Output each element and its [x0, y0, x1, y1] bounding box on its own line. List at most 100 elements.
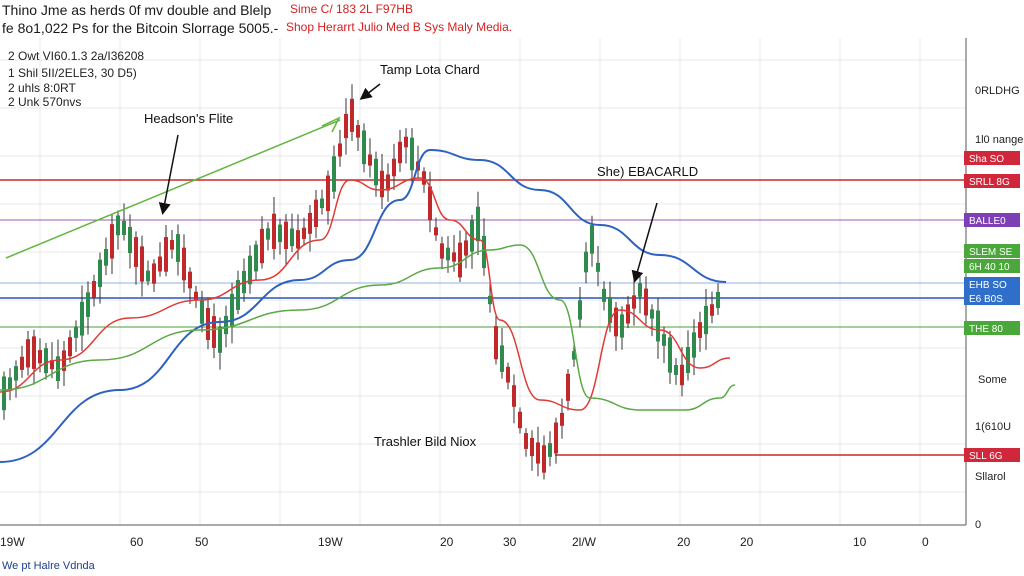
- candle-body: [254, 244, 258, 272]
- candle-body: [134, 237, 138, 267]
- candle-body: [482, 235, 486, 269]
- candle-body: [488, 295, 492, 305]
- price-tag-label: EHB SO: [969, 280, 1007, 291]
- price-tag: [964, 291, 1020, 305]
- candle-body: [380, 170, 384, 198]
- arrow-to-peak: [359, 83, 381, 100]
- x-tick-label: 10: [853, 535, 867, 549]
- candle-body: [398, 141, 402, 164]
- candle-body: [716, 291, 720, 309]
- candle-body: [410, 137, 414, 171]
- candle-body: [182, 247, 186, 281]
- right-label-4: 1(610U: [975, 421, 1011, 433]
- candle-body: [686, 346, 690, 374]
- candle-body: [176, 234, 180, 262]
- candle-body: [674, 365, 678, 375]
- x-axis-ticks: 19W 60 50 19W 20 30 2l/W 20 20 10 0: [0, 535, 929, 549]
- candle-body: [170, 239, 174, 250]
- candle-body: [386, 174, 390, 191]
- candle-body: [470, 220, 474, 252]
- candle-body: [8, 377, 12, 390]
- candle-body: [284, 221, 288, 249]
- trendline-green: [5, 119, 341, 259]
- candle-body: [608, 297, 612, 323]
- candle-body: [500, 345, 504, 372]
- candle-body: [278, 224, 282, 243]
- candle-body: [146, 270, 150, 282]
- candle-body: [290, 228, 294, 247]
- candle-body: [302, 227, 306, 239]
- candle-body: [620, 314, 624, 338]
- candle-body: [98, 259, 102, 287]
- candle-body: [626, 304, 630, 324]
- candle-body: [104, 248, 108, 266]
- candle-body: [362, 130, 366, 165]
- candle-body: [692, 332, 696, 358]
- candle-body: [2, 376, 6, 411]
- candle-body: [440, 243, 444, 259]
- candle-body: [68, 337, 72, 357]
- x-tick-label: 0: [922, 535, 929, 549]
- candle-body: [596, 262, 600, 272]
- candle-body: [110, 224, 114, 259]
- candle-body: [590, 225, 594, 254]
- candle-body: [662, 334, 666, 346]
- candle-body: [260, 228, 264, 264]
- x-tick-label: 20: [740, 535, 754, 549]
- candle-body: [212, 316, 216, 348]
- candle-body: [158, 256, 162, 272]
- candle-body: [188, 271, 192, 289]
- candle-body: [236, 280, 240, 310]
- price-tag-label: BALLE0: [969, 216, 1006, 227]
- candle-body: [218, 327, 222, 353]
- candle-body: [32, 336, 36, 369]
- candle-body: [26, 339, 30, 368]
- annotation-top: Tamp Lota Chard: [380, 62, 480, 77]
- candle-body: [20, 356, 24, 370]
- right-price-tags: Sha SO SRLL 8G BALLE0 SLEM SE 6H 40 10 EHB SO…: [964, 151, 1020, 462]
- candle-body: [458, 242, 462, 278]
- candle-body: [524, 433, 528, 449]
- right-label-1: 0RLDHG: [975, 85, 1020, 97]
- candle-body: [680, 364, 684, 386]
- price-tag: [964, 321, 1020, 335]
- candle-body: [542, 445, 546, 473]
- candle-body: [506, 366, 510, 383]
- candle-body: [338, 143, 342, 157]
- candle-body: [392, 158, 396, 177]
- candle-body: [308, 212, 312, 234]
- candle-body: [14, 366, 18, 381]
- candle-body: [572, 351, 576, 360]
- candle-body: [344, 113, 348, 139]
- moving-average-green: [0, 244, 736, 411]
- header-red-text-1: Sime C/ 183 2L F97HB: [290, 2, 413, 16]
- candle-body: [518, 411, 522, 429]
- x-tick-label: 30: [503, 535, 517, 549]
- price-tag-label: SRLL 8G: [969, 177, 1010, 188]
- candle-body: [62, 350, 66, 371]
- candle-body: [422, 171, 426, 185]
- candle-body: [272, 213, 276, 249]
- candle-body: [194, 291, 198, 301]
- price-tag: [964, 277, 1020, 291]
- price-tag-label: 6H 40 10: [969, 262, 1010, 273]
- candle-body: [356, 125, 360, 138]
- info-line-1: 2 Owt VI60.1.3 2a/I36208: [8, 49, 144, 63]
- candle-body: [50, 360, 54, 370]
- price-tag: [964, 244, 1020, 258]
- price-tag-label: Sha SO: [969, 154, 1004, 165]
- price-tag-label: THE 80: [969, 324, 1003, 335]
- candle-body: [536, 442, 540, 464]
- info-line-2: 1 Shil 5II/2ELE3, 30 D5): [8, 66, 137, 80]
- candle-body: [602, 288, 606, 302]
- candle-body: [320, 198, 324, 209]
- candle-body: [632, 295, 636, 309]
- candle-body: [554, 422, 558, 454]
- candle-body: [614, 307, 618, 337]
- candle-body: [512, 385, 516, 407]
- x-tick-label: 50: [195, 535, 209, 549]
- candle-body: [314, 199, 318, 228]
- candle-body: [38, 350, 42, 364]
- moving-averages: [0, 119, 736, 463]
- header-red-text-2: Shop Herarrt Julio Med B Sys Maly Media.: [286, 20, 513, 34]
